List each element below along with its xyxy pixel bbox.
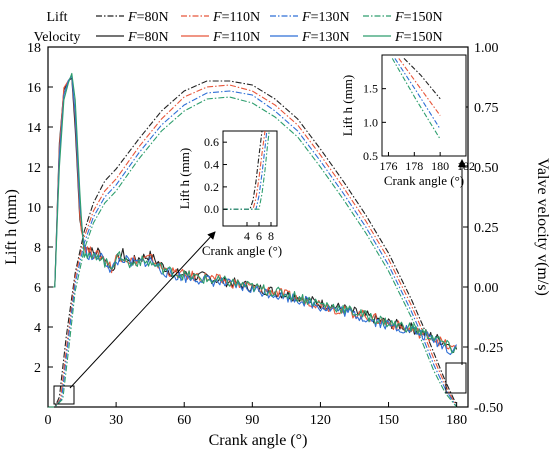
legend-entry: F=130N: [301, 10, 350, 25]
inset-y-tick-label: 0.6: [204, 135, 219, 149]
inset-y-axis-label: Lift h (mm): [340, 75, 355, 136]
legend-entry-prefix: F: [127, 10, 137, 25]
x-tick-label: 120: [310, 413, 331, 428]
legend-entry-prefix: F: [301, 30, 311, 45]
inset-line-3: [223, 131, 270, 210]
inset-line-0: [403, 58, 441, 100]
y-left-tick-label: 14: [27, 121, 41, 136]
y-right-tick-label: -0.50: [474, 401, 503, 416]
zoom-arrow-start: [69, 231, 216, 389]
zoom-box-end: [445, 362, 467, 394]
legend-entry-text: =80N: [137, 30, 169, 45]
y-right-tick-label: 0.25: [474, 221, 499, 236]
inset-frame: [222, 130, 278, 227]
inset-x-tick-label: 8: [268, 229, 274, 243]
x-tick-label: 0: [45, 413, 52, 428]
y-left-tick-label: 12: [27, 161, 41, 176]
inset-x-tick-label: 176: [379, 159, 397, 173]
y-left-tick-label: 18: [27, 41, 41, 56]
inset-x-tick-label: 180: [431, 159, 449, 173]
inset-y-axis-label: Lift h (mm): [177, 148, 192, 209]
legend-entry-prefix: F: [301, 10, 311, 25]
lift-line-1: [48, 84, 458, 408]
lift-line-2: [48, 90, 458, 408]
inset-x-tick-label: 6: [256, 229, 262, 243]
inset-y-tick-label: 1.0: [363, 115, 378, 129]
legend-entry: F=110N: [212, 10, 260, 25]
y-left-tick-label: 6: [34, 281, 41, 296]
y-left-tick-label: 2: [34, 361, 41, 376]
legend-entry-text: =150N: [404, 30, 443, 45]
inset-y-tick-label: 0.4: [204, 158, 219, 172]
inset-line-2: [394, 58, 441, 130]
legend-entry-text: =150N: [404, 10, 443, 25]
legend-entry-prefix: F: [212, 10, 222, 25]
inset-x-axis-label: Crank angle (°): [384, 173, 464, 188]
legend-entry: F=80N: [127, 30, 169, 45]
x-tick-label: 30: [109, 413, 123, 428]
inset-y-tick-label: 0.0: [204, 202, 219, 216]
legend-entry-text: =110N: [222, 10, 261, 25]
y-left-tick-label: 10: [27, 201, 41, 216]
y-right-axis-label: Valve velocity v(m/s): [534, 158, 550, 296]
zoom-box-start: [53, 385, 75, 405]
legend-entry: F=110N: [212, 30, 260, 45]
legend-entry: F=150N: [394, 10, 443, 25]
y-left-axis-label: Lift h (mm): [3, 189, 20, 265]
inset-x-axis-label: Crank angle (°): [202, 243, 282, 258]
inset-lines: [391, 58, 441, 140]
x-tick-label: 150: [378, 413, 399, 428]
x-tick-label: 60: [177, 413, 191, 428]
inset-line-1: [398, 58, 441, 116]
legend-entry-text: =130N: [311, 10, 350, 25]
x-tick-label: 180: [446, 413, 467, 428]
x-tick-label: 90: [245, 413, 259, 428]
inset-x-tick-label: 182: [457, 159, 475, 173]
legend-entry-text: =130N: [311, 30, 350, 45]
y-right-tick-label: 0.75: [474, 101, 499, 116]
inset-line-2: [223, 131, 268, 210]
inset-y-tick-label: 0.2: [204, 180, 219, 194]
y-right-tick-label: 0.50: [474, 161, 499, 176]
x-axis-label: Crank angle (°): [209, 432, 308, 449]
inset-x-tick-label: 4: [244, 229, 250, 243]
y-right-tick-label: 1.00: [474, 41, 499, 56]
inset-line-3: [391, 58, 441, 140]
inset-y-tick-label: 1.5: [363, 82, 378, 96]
legend-entry-prefix: F: [394, 30, 404, 45]
legend-entry-text: =80N: [137, 10, 169, 25]
legend-entry-text: =110N: [222, 30, 261, 45]
y-right-tick-label: -0.25: [474, 341, 503, 356]
velocity-line-1: [48, 75, 457, 350]
legend-entry-prefix: F: [394, 10, 404, 25]
velocity-line-3: [48, 72, 457, 354]
inset-lines: [223, 131, 270, 210]
legend-entry: F=80N: [127, 10, 169, 25]
y-right-tick-label: 0.00: [474, 281, 499, 296]
lift-line-3: [48, 96, 458, 408]
legend-row-label: Velocity: [34, 30, 81, 45]
inset-frame: [381, 54, 467, 157]
lift-line-0: [48, 80, 458, 408]
inset-y-tick-label: 0.5: [363, 149, 378, 163]
y-left-tick-label: 8: [34, 241, 41, 256]
y-left-tick-label: 4: [34, 321, 41, 336]
legend-row-label: Lift: [47, 10, 68, 25]
y-left-tick-label: 16: [27, 81, 41, 96]
inset-x-tick-label: 178: [405, 159, 423, 173]
legend-entry-prefix: F: [212, 30, 222, 45]
legend-entry: F=150N: [394, 30, 443, 45]
legend-entry-prefix: F: [127, 30, 137, 45]
legend-entry: F=130N: [301, 30, 350, 45]
